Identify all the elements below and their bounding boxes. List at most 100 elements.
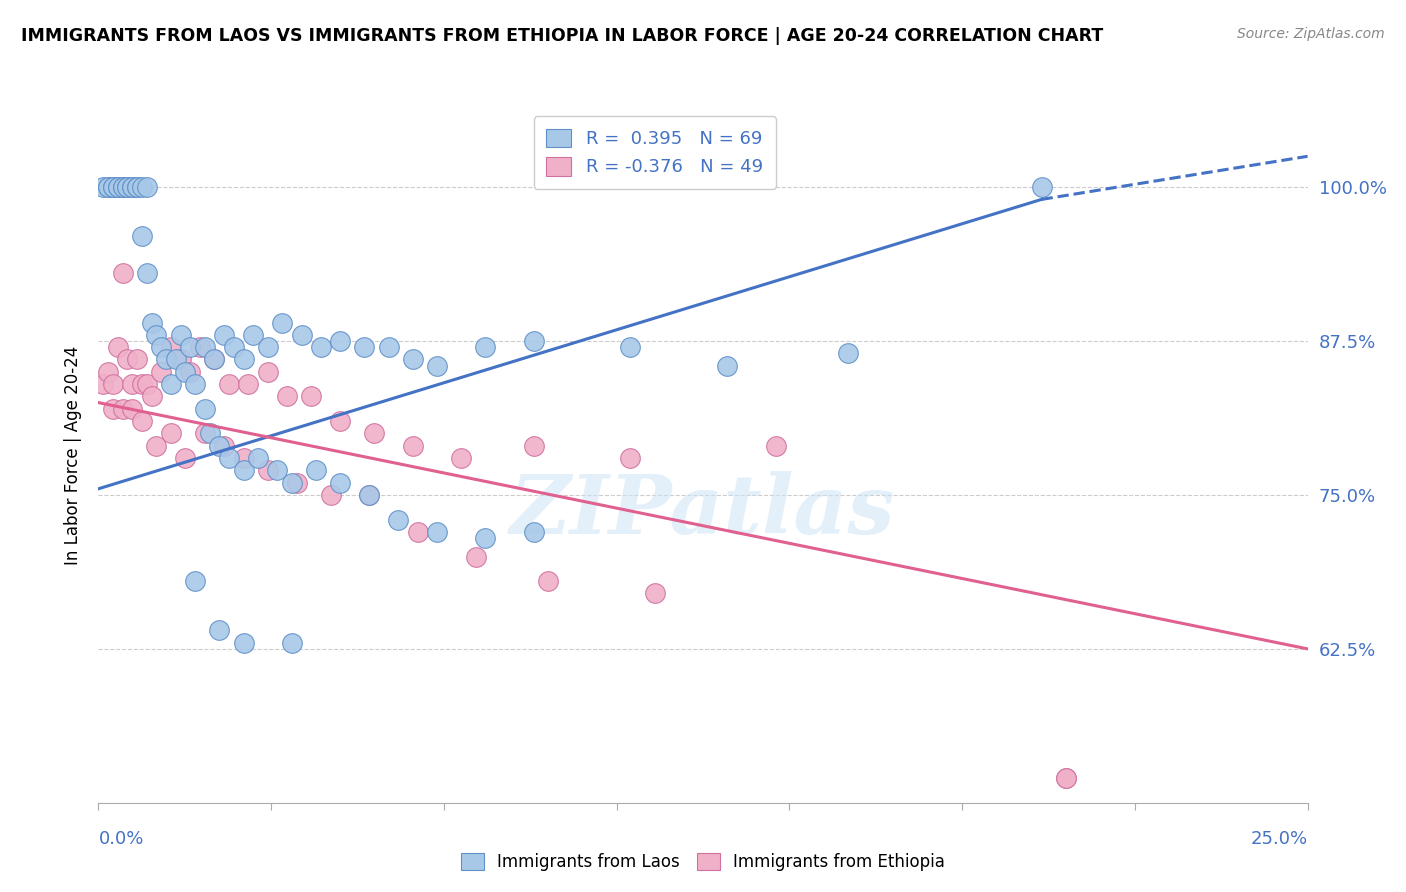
Point: [242, 327, 264, 342]
Text: ZIPatlas: ZIPatlas: [510, 471, 896, 550]
Point: [1054, 771, 1077, 785]
Point: [188, 340, 211, 354]
Point: [121, 180, 143, 194]
Point: [131, 377, 153, 392]
Point: [194, 401, 217, 416]
Point: [281, 475, 304, 490]
Point: [238, 377, 260, 392]
Point: [194, 340, 217, 354]
Point: [184, 377, 207, 392]
Point: [232, 636, 254, 650]
Point: [537, 574, 560, 589]
Point: [765, 439, 787, 453]
Point: [135, 377, 157, 392]
Point: [141, 316, 163, 330]
Point: [150, 365, 173, 379]
Point: [184, 574, 207, 589]
Legend: R =  0.395   N = 69, R = -0.376   N = 49: R = 0.395 N = 69, R = -0.376 N = 49: [533, 116, 776, 189]
Point: [131, 414, 153, 428]
Point: [117, 180, 139, 194]
Point: [111, 266, 134, 280]
Point: [290, 327, 312, 342]
Point: [107, 340, 129, 354]
Point: [271, 316, 294, 330]
Point: [121, 401, 143, 416]
Point: [208, 624, 231, 638]
Point: [127, 352, 149, 367]
Point: [179, 365, 201, 379]
Point: [222, 340, 245, 354]
Point: [464, 549, 486, 564]
Point: [353, 340, 375, 354]
Point: [204, 352, 226, 367]
Point: [247, 450, 270, 465]
Point: [218, 377, 240, 392]
Point: [127, 180, 149, 194]
Point: [232, 463, 254, 477]
Point: [256, 463, 278, 477]
Point: [523, 334, 546, 348]
Point: [363, 426, 385, 441]
Point: [135, 266, 157, 280]
Point: [165, 352, 187, 367]
Point: [121, 377, 143, 392]
Point: [232, 352, 254, 367]
Point: [91, 180, 114, 194]
Point: [145, 327, 167, 342]
Point: [97, 180, 120, 194]
Point: [131, 229, 153, 244]
Point: [135, 180, 157, 194]
Point: [101, 377, 124, 392]
Point: [377, 340, 399, 354]
Point: [111, 180, 134, 194]
Point: [329, 414, 352, 428]
Point: [198, 426, 221, 441]
Point: [716, 359, 738, 373]
Point: [101, 180, 124, 194]
Point: [194, 426, 217, 441]
Point: [256, 340, 278, 354]
Point: [150, 340, 173, 354]
Point: [97, 180, 120, 194]
Point: [426, 359, 449, 373]
Point: [281, 636, 304, 650]
Point: [474, 340, 496, 354]
Point: [402, 439, 425, 453]
Point: [117, 352, 139, 367]
Point: [179, 340, 201, 354]
Point: [309, 340, 332, 354]
Point: [319, 488, 342, 502]
Point: [406, 524, 429, 539]
Point: [208, 439, 231, 453]
Point: [619, 450, 641, 465]
Point: [285, 475, 308, 490]
Point: [1031, 180, 1053, 194]
Point: [155, 352, 177, 367]
Point: [101, 180, 124, 194]
Point: [169, 327, 191, 342]
Point: [174, 450, 197, 465]
Text: IMMIGRANTS FROM LAOS VS IMMIGRANTS FROM ETHIOPIA IN LABOR FORCE | AGE 20-24 CORR: IMMIGRANTS FROM LAOS VS IMMIGRANTS FROM …: [21, 27, 1104, 45]
Point: [160, 377, 183, 392]
Point: [107, 180, 129, 194]
Point: [160, 426, 183, 441]
Legend: Immigrants from Laos, Immigrants from Ethiopia: Immigrants from Laos, Immigrants from Et…: [453, 845, 953, 880]
Point: [101, 401, 124, 416]
Point: [644, 586, 666, 600]
Point: [276, 389, 298, 403]
Point: [145, 439, 167, 453]
Point: [523, 524, 546, 539]
Point: [402, 352, 425, 367]
Point: [523, 439, 546, 453]
Point: [107, 180, 129, 194]
Point: [329, 475, 352, 490]
Point: [426, 524, 449, 539]
Point: [174, 365, 197, 379]
Point: [359, 488, 381, 502]
Point: [204, 352, 226, 367]
Point: [131, 180, 153, 194]
Text: Source: ZipAtlas.com: Source: ZipAtlas.com: [1237, 27, 1385, 41]
Point: [299, 389, 322, 403]
Point: [212, 439, 235, 453]
Point: [256, 365, 278, 379]
